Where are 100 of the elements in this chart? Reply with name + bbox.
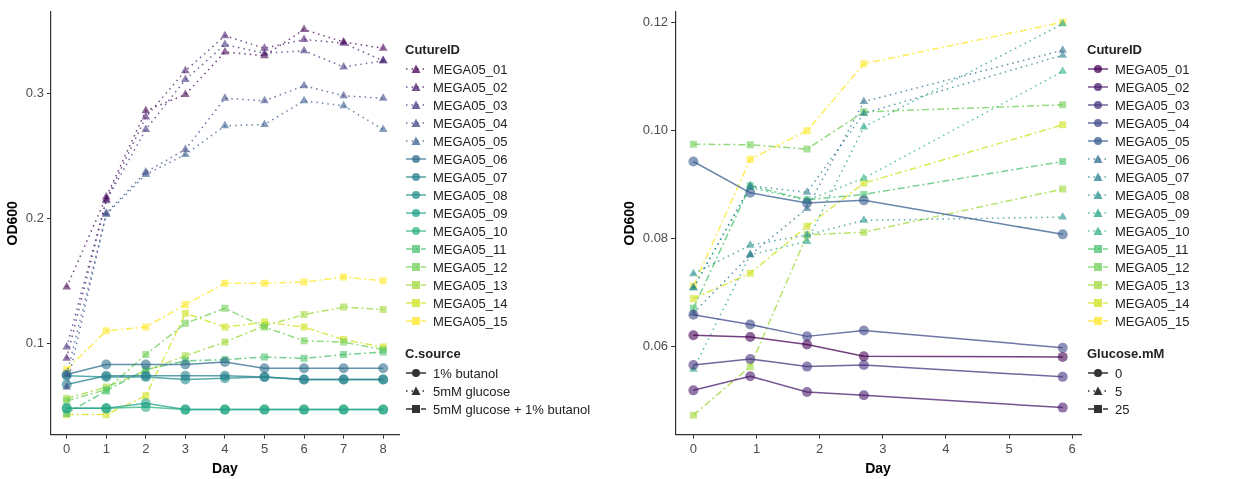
x-tick-label: 2 [142,440,150,456]
point [181,144,190,153]
y-tick-label: 0.2 [25,209,44,225]
point [745,319,756,330]
point [339,62,348,70]
point [299,363,310,374]
text: 5mM glucose [433,383,511,399]
point [181,65,190,74]
legend-label: MEGA05_07 [433,169,508,185]
point [1057,229,1068,240]
point [221,279,229,287]
point [339,100,348,109]
y-tick-label: 0.12 [642,13,669,29]
point [858,390,869,401]
legend-label: MEGA05_06 [1115,151,1190,167]
point [802,198,813,209]
legend-label: MEGA05_14 [1115,295,1190,311]
point [142,323,150,331]
point [802,187,812,195]
x-tick-label: 0 [689,440,698,456]
x-tick-label: 1 [752,440,761,456]
legend-label: MEGA05_08 [1115,187,1190,203]
point [260,95,269,104]
point [181,309,189,317]
point [220,120,230,129]
point [220,93,230,101]
point [802,386,813,397]
point [181,89,190,98]
point [802,339,813,350]
point [1058,66,1068,74]
point [746,269,754,277]
y-tick-label: 0.10 [642,121,669,137]
point [688,385,699,396]
point [802,361,813,372]
legend-label: MEGA05_10 [1115,223,1190,239]
point [141,112,151,120]
point [803,145,811,153]
x-tick-label: 4 [221,440,229,456]
point [745,240,755,248]
point [260,279,269,287]
point [1059,157,1067,166]
legend-label: MEGA05_03 [1115,97,1190,113]
legend-label: MEGA05_07 [1115,169,1190,185]
legend-label: MEGA05_13 [433,277,508,293]
point [689,295,697,303]
x-axis-title: Day [212,460,238,477]
point [745,354,756,365]
point [141,124,151,133]
legend-label: MEGA05_01 [1115,61,1190,77]
point [1058,50,1068,58]
point [858,359,869,370]
point [260,43,269,51]
x-tick-label: 3 [879,440,887,456]
point [379,277,387,285]
point [141,105,151,114]
x-tick-label: 4 [942,440,950,456]
legend-label: MEGA05_05 [1115,133,1190,149]
point [221,323,229,331]
point [340,303,348,311]
point [142,351,150,359]
point [688,309,699,320]
point [378,124,388,133]
legend-label: MEGA05_12 [1115,259,1190,275]
point [299,24,309,32]
point [803,127,811,135]
point [300,278,308,286]
point [299,45,309,54]
x-tick-label: 5 [260,440,269,456]
point [858,195,869,206]
y-axis-title: OD600 [4,200,21,246]
point [378,93,388,101]
x-tick-label: 0 [63,440,71,456]
point [859,173,869,181]
point [299,95,309,104]
point [1058,45,1068,53]
point [339,90,348,99]
x-axis-title: Day [865,460,892,477]
y-axis-title: OD600 [621,200,638,246]
point [221,338,229,346]
y-tick-label: 0.06 [642,337,669,353]
point [689,268,698,277]
legend-title: CutureID [405,42,461,57]
point [219,357,230,368]
legend-label: MEGA05_05 [433,133,508,149]
point [300,337,308,345]
point [180,370,191,381]
point [181,301,189,309]
point [858,325,869,336]
legend-label: MEGA05_12 [433,259,508,275]
point [746,155,754,163]
point [62,342,72,350]
point [1057,371,1068,382]
point [338,363,349,374]
point [378,363,389,374]
legend-label: MEGA05_14 [433,295,508,311]
legend-label: MEGA05_15 [1115,313,1190,329]
point [745,331,756,342]
x-tick-label: 3 [181,440,189,456]
point [221,304,229,312]
text: 5 [1115,383,1123,399]
